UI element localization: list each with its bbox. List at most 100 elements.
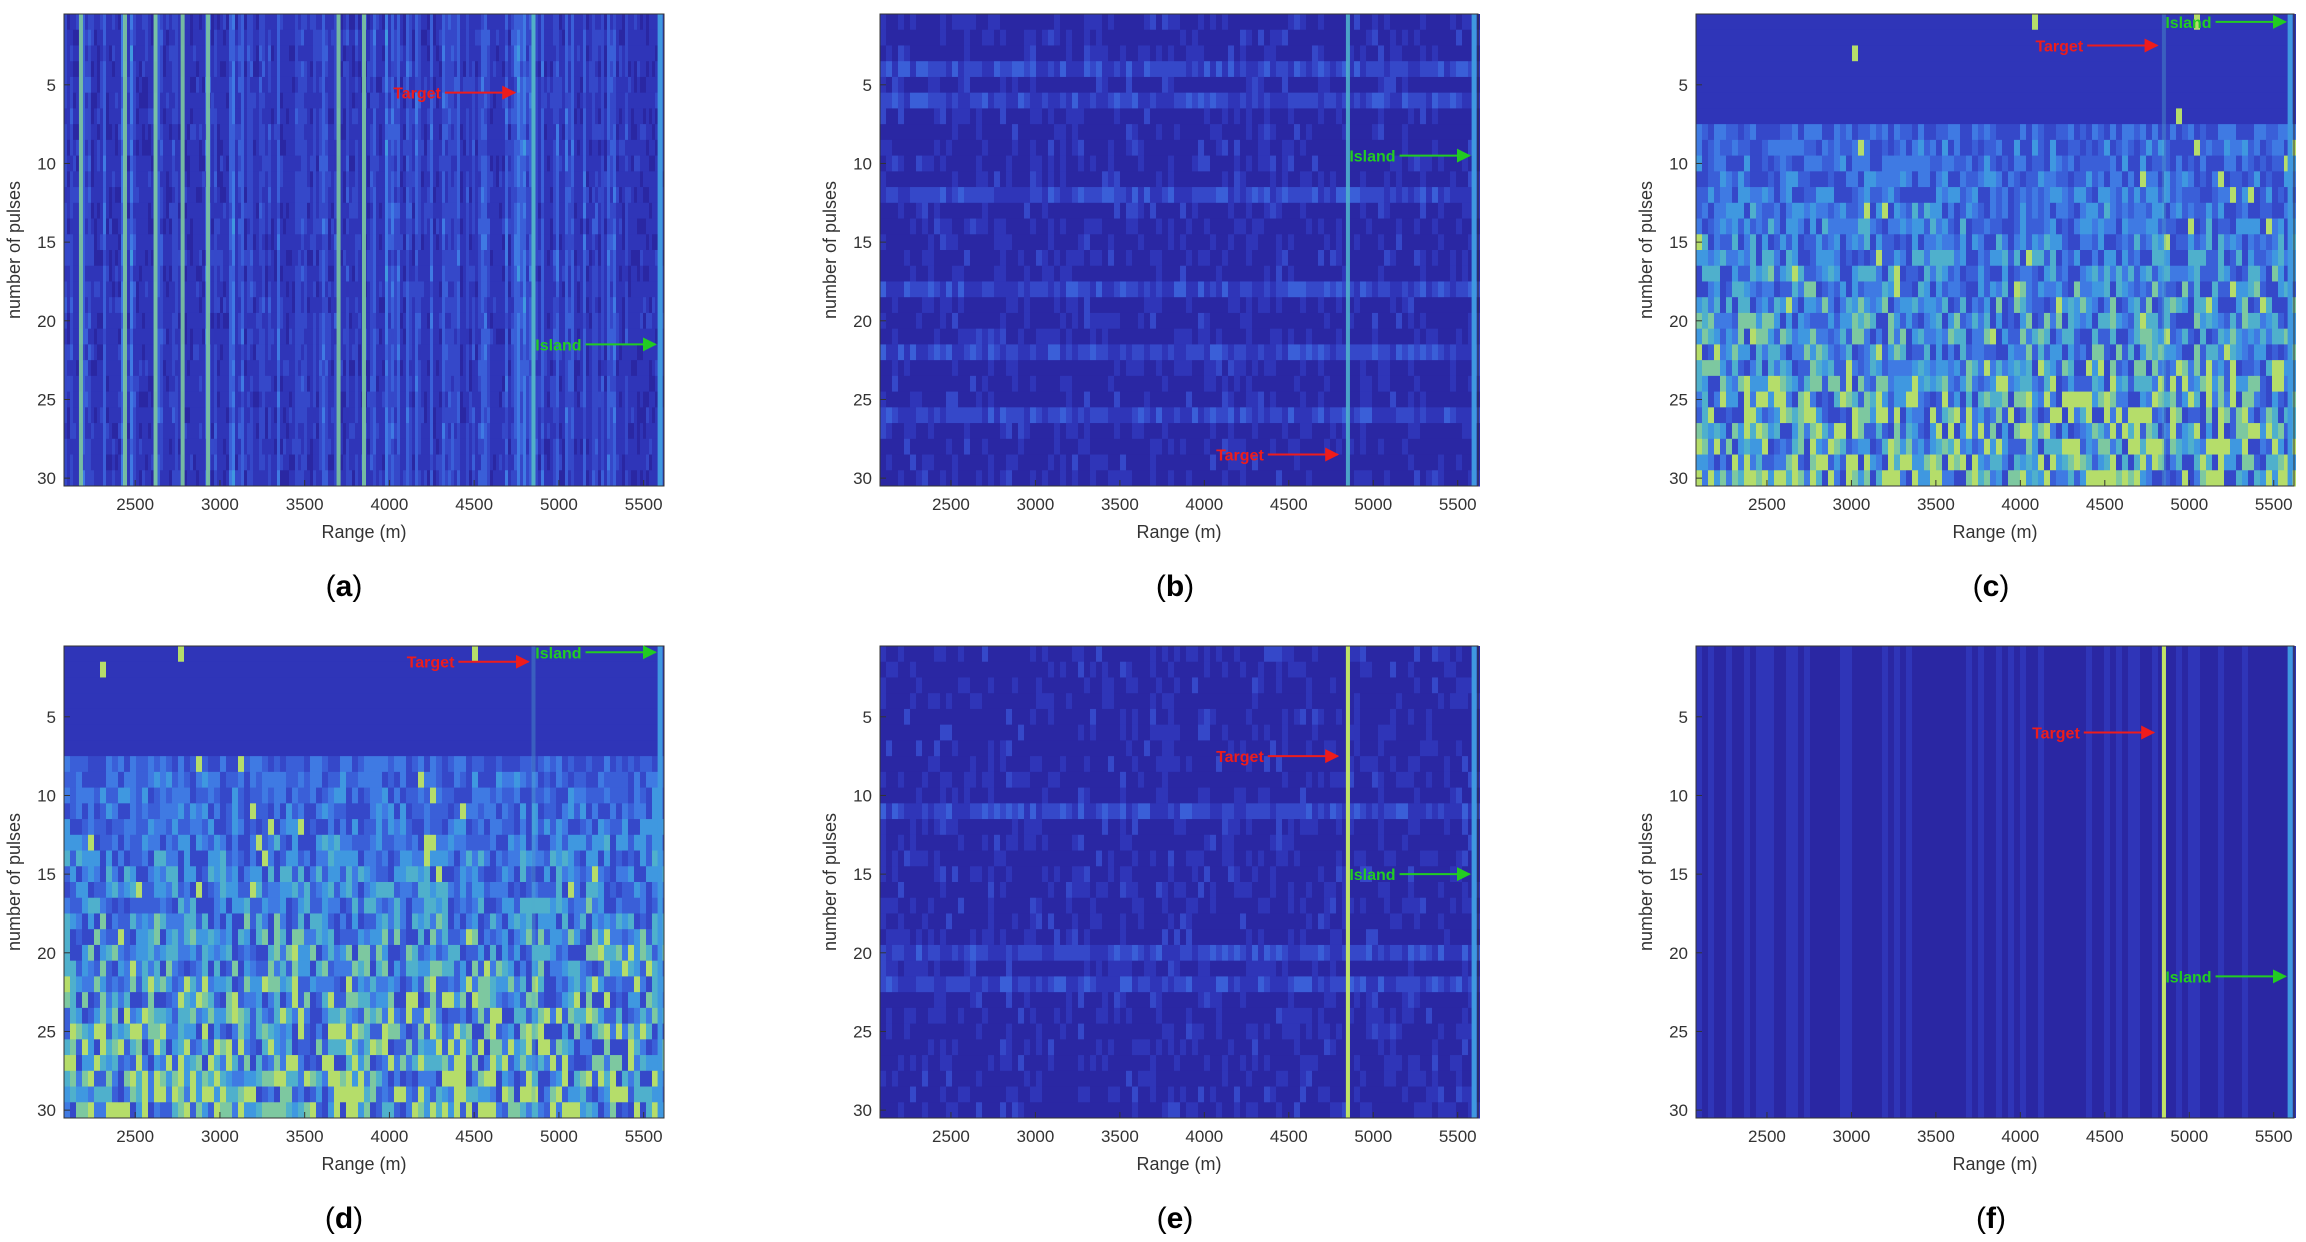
heatmap-cell bbox=[427, 45, 430, 62]
heatmap-cell bbox=[340, 155, 343, 172]
heatmap-cell bbox=[547, 360, 550, 377]
heatmap-cell bbox=[430, 76, 433, 94]
heatmap-cell bbox=[292, 29, 295, 46]
heatmap-cell bbox=[466, 328, 469, 345]
heatmap-cell bbox=[100, 312, 103, 330]
heatmap-cell bbox=[418, 391, 421, 408]
heatmap-cell bbox=[271, 423, 274, 440]
heatmap-cell bbox=[469, 391, 472, 408]
heatmap-cell bbox=[448, 391, 451, 408]
heatmap-cell bbox=[169, 218, 172, 235]
heatmap-cell bbox=[280, 328, 283, 345]
heatmap-cell bbox=[421, 45, 424, 62]
heatmap-cell bbox=[403, 61, 406, 78]
heatmap-cell bbox=[277, 234, 280, 251]
heatmap-cell bbox=[259, 108, 262, 125]
heatmap-cell bbox=[268, 250, 271, 267]
heatmap-cell bbox=[127, 155, 130, 172]
heatmap-cell bbox=[271, 45, 274, 62]
heatmap-cell bbox=[67, 423, 70, 440]
heatmap-cell bbox=[325, 391, 328, 408]
heatmap-cell bbox=[247, 423, 250, 440]
heatmap-cell bbox=[223, 108, 226, 125]
heatmap-cell bbox=[256, 124, 259, 141]
heatmap-cell bbox=[88, 470, 91, 487]
heatmap-cell bbox=[136, 297, 139, 314]
heatmap-cell bbox=[505, 234, 508, 251]
heatmap-cell bbox=[445, 61, 448, 78]
heatmap-cell bbox=[415, 423, 418, 440]
heatmap-cell bbox=[442, 250, 445, 267]
heatmap-cell bbox=[244, 202, 247, 220]
heatmap-cell bbox=[136, 250, 139, 267]
heatmap-cell bbox=[67, 92, 70, 109]
heatmap-cell bbox=[334, 61, 337, 78]
heatmap-cell bbox=[490, 250, 493, 267]
heatmap-cell bbox=[394, 61, 397, 78]
heatmap-cell bbox=[343, 391, 346, 408]
heatmap-cell bbox=[88, 108, 91, 125]
heatmap-cell bbox=[388, 202, 391, 220]
heatmap-cell bbox=[112, 407, 115, 424]
heatmap-cell bbox=[274, 234, 277, 251]
heatmap-cell bbox=[280, 171, 283, 188]
heatmap-cell bbox=[250, 45, 253, 62]
heatmap-cell bbox=[514, 407, 517, 424]
heatmap-cell bbox=[160, 108, 163, 125]
heatmap-cell bbox=[445, 281, 448, 298]
heatmap-cell bbox=[556, 234, 559, 251]
heatmap-cell bbox=[328, 281, 331, 298]
heatmap-cell bbox=[325, 218, 328, 235]
heatmap-cell bbox=[76, 375, 79, 393]
heatmap-cell bbox=[232, 438, 235, 456]
heatmap-cell bbox=[193, 171, 196, 188]
heatmap-cell bbox=[226, 139, 229, 157]
heatmap-cell bbox=[454, 250, 457, 267]
heatmap-cell bbox=[76, 344, 79, 361]
heatmap-cell bbox=[397, 265, 400, 282]
heatmap-cell bbox=[106, 218, 109, 235]
heatmap-cell bbox=[412, 187, 415, 204]
heatmap-cell bbox=[460, 218, 463, 235]
heatmap-cell bbox=[148, 438, 151, 456]
heatmap-cell bbox=[211, 454, 214, 471]
heatmap-cell bbox=[97, 360, 100, 377]
heatmap-cell bbox=[358, 360, 361, 377]
heatmap-cell bbox=[463, 14, 466, 31]
heatmap-cell bbox=[265, 375, 268, 393]
heatmap-cell bbox=[493, 423, 496, 440]
heatmap-cell bbox=[400, 187, 403, 204]
heatmap-cell bbox=[400, 234, 403, 251]
heatmap-cell bbox=[454, 139, 457, 157]
heatmap-cell bbox=[139, 250, 142, 267]
heatmap-cell bbox=[301, 297, 304, 314]
heatmap-cell bbox=[256, 265, 259, 282]
heatmap-cell bbox=[184, 202, 187, 220]
heatmap-cell bbox=[178, 202, 181, 220]
heatmap-cell bbox=[121, 202, 124, 220]
heatmap-cell bbox=[118, 375, 121, 393]
heatmap-cell bbox=[544, 202, 547, 220]
heatmap-cell bbox=[487, 14, 490, 31]
heatmap-cell bbox=[553, 29, 556, 46]
heatmap-cell bbox=[67, 61, 70, 78]
heatmap-cell bbox=[73, 187, 76, 204]
heatmap-cell bbox=[247, 454, 250, 471]
heatmap-cell bbox=[163, 250, 166, 267]
heatmap-cell bbox=[217, 108, 220, 125]
heatmap-cell bbox=[148, 218, 151, 235]
heatmap-cell bbox=[190, 375, 193, 393]
heatmap-cell bbox=[184, 218, 187, 235]
heatmap-cell bbox=[454, 14, 457, 31]
heatmap-cell bbox=[430, 344, 433, 361]
heatmap-cell bbox=[541, 265, 544, 282]
heatmap-cell bbox=[238, 281, 241, 298]
heatmap-cell bbox=[541, 124, 544, 141]
heatmap-cell bbox=[559, 14, 562, 31]
heatmap-cell bbox=[430, 360, 433, 377]
heatmap-cell bbox=[106, 171, 109, 188]
heatmap-cell bbox=[517, 202, 520, 220]
heatmap-cell bbox=[313, 187, 316, 204]
heatmap-cell bbox=[325, 423, 328, 440]
heatmap-cell bbox=[67, 108, 70, 125]
